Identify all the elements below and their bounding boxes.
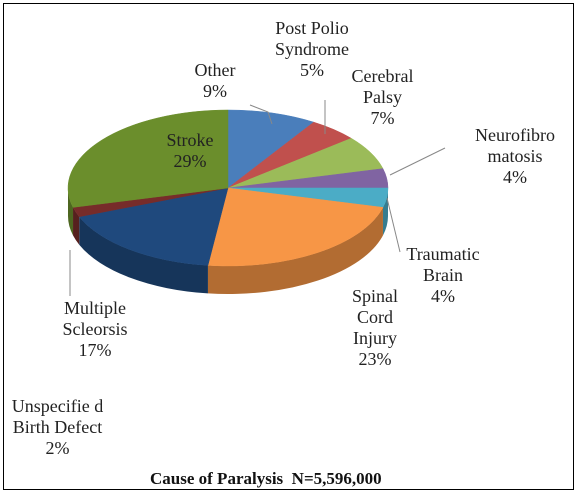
category-label: Spinal Cord Injury bbox=[351, 286, 398, 348]
category-label: Neurofibro matosis bbox=[475, 125, 555, 166]
chart-title: Cause of Paralysis N=5,596,000 bbox=[150, 469, 382, 488]
pie-slice bbox=[67, 109, 229, 208]
data-label: Unspecifie d Birth Defect 2% bbox=[10, 396, 105, 459]
leader-line bbox=[389, 147, 446, 176]
pie-slice-side bbox=[207, 207, 383, 294]
category-label: Multiple Scleorsis bbox=[62, 298, 128, 339]
category-label: Traumatic Brain bbox=[406, 244, 480, 285]
data-label: Other 9% bbox=[180, 60, 250, 102]
pie-slice-side bbox=[68, 188, 74, 236]
pie-slice bbox=[78, 187, 229, 266]
pie-slice-side bbox=[73, 207, 80, 245]
data-label: Neurofibro matosis 4% bbox=[450, 125, 579, 188]
leader-line bbox=[249, 104, 273, 125]
data-label: Spinal Cord Injury 23% bbox=[335, 286, 415, 370]
pie-slice-side bbox=[382, 188, 388, 236]
pie-slice-side bbox=[79, 216, 208, 294]
frame bbox=[3, 3, 574, 490]
value-label: 4% bbox=[431, 286, 455, 306]
category-label: Other bbox=[194, 60, 236, 80]
pie-slice bbox=[227, 109, 315, 189]
value-label: 5% bbox=[300, 60, 324, 80]
data-label: Stroke 29% bbox=[150, 130, 230, 172]
value-label: 23% bbox=[358, 349, 392, 369]
category-label: Unspecifie d Birth Defect bbox=[11, 396, 104, 437]
data-label: Post Polio Syndrome 5% bbox=[262, 18, 362, 81]
category-label: Cerebral Palsy bbox=[351, 66, 414, 107]
value-label: 9% bbox=[203, 81, 227, 101]
data-label: Cerebral Palsy 7% bbox=[345, 66, 420, 129]
category-label: Post Polio Syndrome bbox=[275, 18, 349, 59]
pie-slice bbox=[207, 187, 384, 267]
data-label: Traumatic Brain 4% bbox=[398, 244, 488, 307]
value-label: 2% bbox=[45, 438, 70, 458]
category-label: Stroke bbox=[166, 130, 214, 150]
value-label: 4% bbox=[503, 167, 527, 187]
value-label: 17% bbox=[78, 340, 112, 360]
data-label: Multiple Scleorsis 17% bbox=[40, 298, 150, 361]
value-label: 29% bbox=[173, 151, 207, 171]
value-label: 7% bbox=[370, 108, 395, 128]
leader-line bbox=[386, 197, 401, 253]
